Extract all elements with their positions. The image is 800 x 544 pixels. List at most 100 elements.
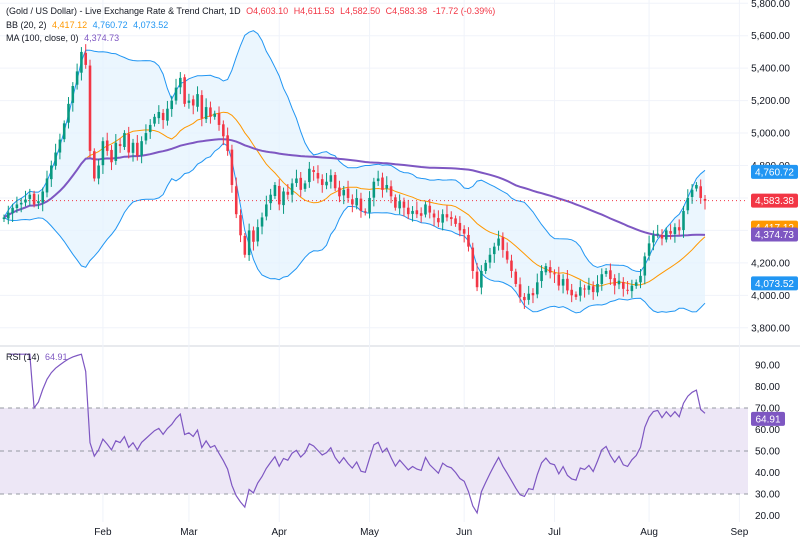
candle-body [574,294,578,297]
candle-body [583,288,586,290]
rsi-value-tag-text: 64.91 [755,414,780,425]
candle-body [286,191,290,195]
candle-body [553,273,556,275]
ma-legend: MA (100, close, 0) 4,374.73 [6,33,122,43]
candle-body [282,191,285,206]
candle-body [273,184,277,197]
candle-body [303,183,307,189]
candle-body [591,286,595,293]
candle-body [118,144,122,147]
candle-body [613,278,616,286]
candle-body [24,199,27,203]
candle-body [32,193,36,205]
ma-label: MA (100, close, 0) [6,33,79,43]
rsi-value: 64.91 [45,352,68,362]
candle-body [200,95,204,119]
rsi-tick-label: 20.00 [755,511,780,522]
candle-body [372,181,376,198]
candle-body [587,285,591,290]
candle-body [299,177,303,190]
candle-body [703,198,707,201]
candle-body [295,178,298,184]
candle-body [131,142,135,153]
rsi-value-tag [751,411,785,426]
bb-lower-line [3,142,706,314]
price-tick-label: 5,400.00 [751,64,790,75]
candle-body [686,197,690,211]
ohlc-close: C4,583.38 [385,6,428,16]
candle-body [561,279,565,286]
candle-body [639,275,642,283]
bb-upper-value: 4,760.72 [92,20,128,30]
price-tick-label: 5,600.00 [751,31,790,42]
price-tick-label: 5,200.00 [751,96,790,107]
candle-body [67,103,70,123]
candle-body [351,199,354,205]
candle-body [123,133,126,148]
candle-body [548,267,552,273]
candle-body [411,210,414,214]
candle-body [505,251,509,260]
price-tag-lower [751,276,798,291]
candle-body [28,194,32,199]
candle-body [617,280,621,285]
candle-body [514,271,518,284]
candle-body [75,71,79,85]
candle-body [449,217,453,220]
time-tick-label: Feb [94,527,112,538]
price-tick-label: 5,800.00 [751,0,790,10]
candle-body [604,270,608,274]
candle-body [523,296,526,301]
candle-body [458,222,462,231]
candle-body [256,227,260,242]
candle-body [213,113,217,117]
candle-body [277,185,281,205]
bb-lower-value: 4,073.52 [133,20,169,30]
rsi-tick-label: 90.00 [755,360,780,371]
candle-body [557,274,561,286]
candle-body [260,217,264,227]
candle-body [71,86,75,103]
candle-body [660,234,664,239]
rsi-tick-label: 40.00 [755,468,780,479]
ohlc-high: H4,611.53 [293,6,335,16]
candle-body [673,227,677,234]
candle-body [488,254,492,263]
candle-body [114,142,118,161]
candle-body [58,139,62,153]
candle-body [437,218,440,223]
rsi-tick-label: 70.00 [755,403,780,414]
rsi-label: RSI (14) [6,352,40,362]
rsi-tick-label: 30.00 [755,490,780,501]
price-tag-ma [751,227,798,242]
candle-body [342,189,346,196]
candle-body [540,270,543,282]
candle-body [578,287,582,296]
candle-body [144,133,148,141]
time-tick-label: Apr [271,527,287,538]
candle-body [527,293,530,300]
bb-basis-value: 4,417.12 [52,20,88,30]
candle-body [226,135,229,151]
symbol-title: (Gold / US Dollar) - Live Exchange Rate … [6,6,241,16]
candle-body [652,235,655,243]
candle-body [166,108,169,121]
candle-body [368,197,371,213]
candle-body [665,230,668,240]
candle-body [37,201,40,204]
candle-body [445,214,449,218]
candle-body [157,111,161,119]
candle-body [656,233,659,235]
candle-body [669,231,672,234]
ohlc-open: O4,603.10 [246,6,289,16]
candle-body [243,235,247,255]
candles [2,44,707,309]
candle-body [140,141,143,156]
price-tick-label: 4,000.00 [751,291,790,302]
candle-body [209,107,212,117]
candle-body [389,186,393,197]
candle-body [183,77,186,104]
rsi-tick-label: 80.00 [755,382,780,393]
bb-band-fill [4,30,705,313]
